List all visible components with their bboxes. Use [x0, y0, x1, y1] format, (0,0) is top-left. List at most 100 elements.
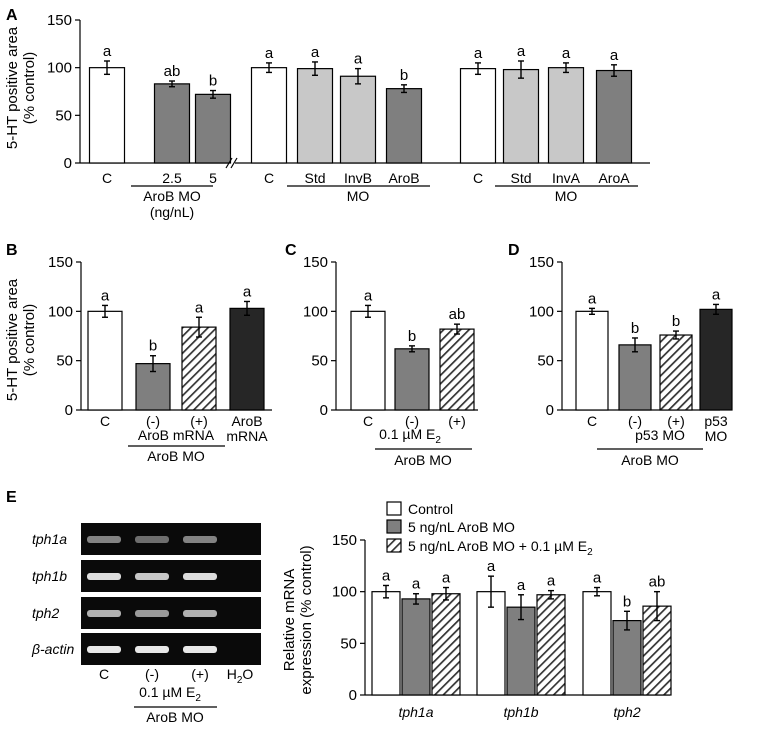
panel-b-sub-label: AroB mRNA: [138, 427, 215, 443]
panel-a-c-bar: [250, 67, 288, 164]
panel-b-x-tick-label: (-): [146, 413, 160, 429]
panel-d-x-tick-label: p53: [704, 413, 728, 429]
panel-a-aroa-sig-letter: a: [610, 47, 619, 64]
panel-a-x-tick-label: InvA: [552, 170, 581, 186]
panel-c-1-sig-letter: b: [408, 328, 416, 345]
panel-a-x-tick-label: InvB: [344, 170, 372, 186]
gel-band: [87, 536, 121, 543]
panel-e-tph1b-0-bar: [476, 591, 506, 696]
panel-e-category-label: tph1b: [503, 704, 538, 720]
panel-b-y-axis-tick-label: 50: [56, 353, 73, 370]
panel-b-0-sig-letter: a: [101, 287, 110, 304]
gel-row-label: β-actin: [31, 641, 74, 657]
panel-a-group2-label: MO: [347, 188, 370, 204]
panel-e-ylabel-2: expression (% control): [298, 545, 315, 694]
panel-c-y-axis-tick-label: 50: [311, 353, 328, 370]
panel-a-inva-bar: [547, 67, 585, 164]
panel-b-3-bar: [229, 307, 265, 411]
panel-a-5-bar: [194, 93, 232, 164]
panel-a-ylabel-2: (% control): [21, 52, 38, 125]
panel-e-tph1a-0-sig-letter: a: [382, 567, 391, 584]
panel-a-c-bar: [88, 67, 126, 164]
panel-e-tph2-1-sig-letter: b: [623, 593, 631, 610]
panel-a-aroa-bar: [595, 69, 633, 164]
panel-a-x-tick-label: C: [473, 170, 483, 186]
panel-a-x-tick-label: Std: [304, 170, 325, 186]
panel-e-tph2-1-bar: [612, 619, 642, 696]
gel-group-label: AroB MO: [146, 709, 204, 725]
panel-b-x-tick-label: C: [100, 413, 110, 429]
panel-a-inva-sig-letter: a: [562, 45, 571, 62]
panel-e-tph1b-1-sig-letter: a: [517, 577, 526, 594]
panel-d-1-sig-letter: b: [631, 320, 639, 337]
panel-e-tph1a-2-sig-letter: a: [442, 570, 451, 587]
panel-c-0-bar: [350, 310, 386, 411]
panel-a-c-sig-letter: a: [474, 45, 483, 62]
panel-c-x-labels: C (-) (+): [363, 413, 466, 429]
panel-d-0-sig-letter: a: [588, 290, 597, 307]
panel-a-c-bar: [459, 68, 497, 164]
panel-b-ylabel-2: (% control): [21, 304, 38, 377]
panel-a-y-axis-tick-label: 150: [47, 12, 72, 29]
panel-a-group1-label-1: AroB MO: [143, 188, 201, 204]
legend-swatch: [386, 501, 402, 516]
panel-a-std-sig-letter: a: [517, 43, 526, 60]
gel-band: [183, 536, 217, 543]
panel-b-y-axis: 0 50 100 150: [48, 254, 272, 419]
panel-a-group3-label: MO: [555, 188, 578, 204]
panel-c-y-axis-tick-label: 150: [303, 254, 328, 271]
panel-d-x-tick-label: (+): [667, 413, 685, 429]
panel-b-2-sig-letter: a: [195, 299, 204, 316]
panel-b-ylabel-1: 5-HT positive area: [4, 278, 21, 401]
panel-a-x-tick-label: C: [102, 170, 112, 186]
gel-rows: tph1a tph1b tph2 β-actin: [31, 523, 261, 665]
panel-a-chart: 5-HT positive area (% control) 0 50 100 150…: [4, 12, 650, 220]
gel-band: [135, 536, 169, 543]
gel-band: [87, 610, 121, 617]
axis-break-icon: [225, 157, 238, 169]
panel-d-x-tick-label: C: [587, 413, 597, 429]
panel-d-bars: a b b a: [575, 286, 733, 411]
gel-lane-label-h2o: H2O: [227, 666, 254, 686]
panel-a-25-sig-letter: ab: [164, 63, 181, 80]
gel-band: [183, 646, 217, 653]
gel-band: [183, 573, 217, 580]
panel-a-x-tick-label: Std: [510, 170, 531, 186]
gel-lane-label-minus: (-): [145, 666, 159, 682]
gel-row-label: tph1a: [32, 531, 67, 547]
panel-a-x-labels: C 2.5 5 C Std InvB AroB C Std InvA AroA: [102, 170, 630, 186]
panel-label-d: D: [508, 242, 520, 259]
panel-b-3-sig-letter: a: [243, 283, 252, 300]
panel-d-group-label: AroB MO: [621, 452, 679, 468]
gel-band: [135, 573, 169, 580]
panel-a-std-bar: [296, 68, 334, 164]
panel-b-2-bar: [181, 326, 217, 411]
panel-e-category-label: tph1a: [398, 704, 433, 720]
panel-e-tph1a-1-sig-letter: a: [412, 576, 421, 593]
panel-e-chart: Relative mRNA expression (% control) Con…: [281, 501, 672, 720]
panel-a-x-tick-label: C: [264, 170, 274, 186]
panel-d-sub-label: p53 MO: [635, 427, 685, 443]
panel-a-x-tick-label: 5: [209, 170, 217, 186]
gel-image: tph1a tph1b tph2 β-actin C (-) (+) H2O 0.1 …: [31, 523, 261, 725]
panel-e-category-label: tph2: [613, 704, 640, 720]
gel-band: [135, 610, 169, 617]
panel-c-y-axis-tick-label: 100: [303, 303, 328, 320]
panel-a-25-bar: [153, 83, 191, 164]
panel-e-tph1a-0-bar: [371, 591, 401, 696]
panel-c-x-tick-label: C: [363, 413, 373, 429]
panel-e-tph1b-1-bar: [506, 606, 536, 696]
legend-swatch: [386, 538, 402, 553]
gel-lane-label-c: C: [99, 666, 109, 682]
panel-a-y-axis-tick-label: 0: [64, 155, 72, 172]
panel-e-y-axis-tick-label: 100: [332, 584, 357, 601]
panel-c-1-bar: [394, 348, 430, 411]
panel-d-1-bar: [618, 344, 652, 411]
panel-a-x-tick-label: AroA: [598, 170, 630, 186]
panel-label-b: B: [6, 242, 18, 259]
panel-e-tph2-0-bar: [582, 591, 612, 696]
panel-a-invb-bar: [339, 75, 377, 164]
